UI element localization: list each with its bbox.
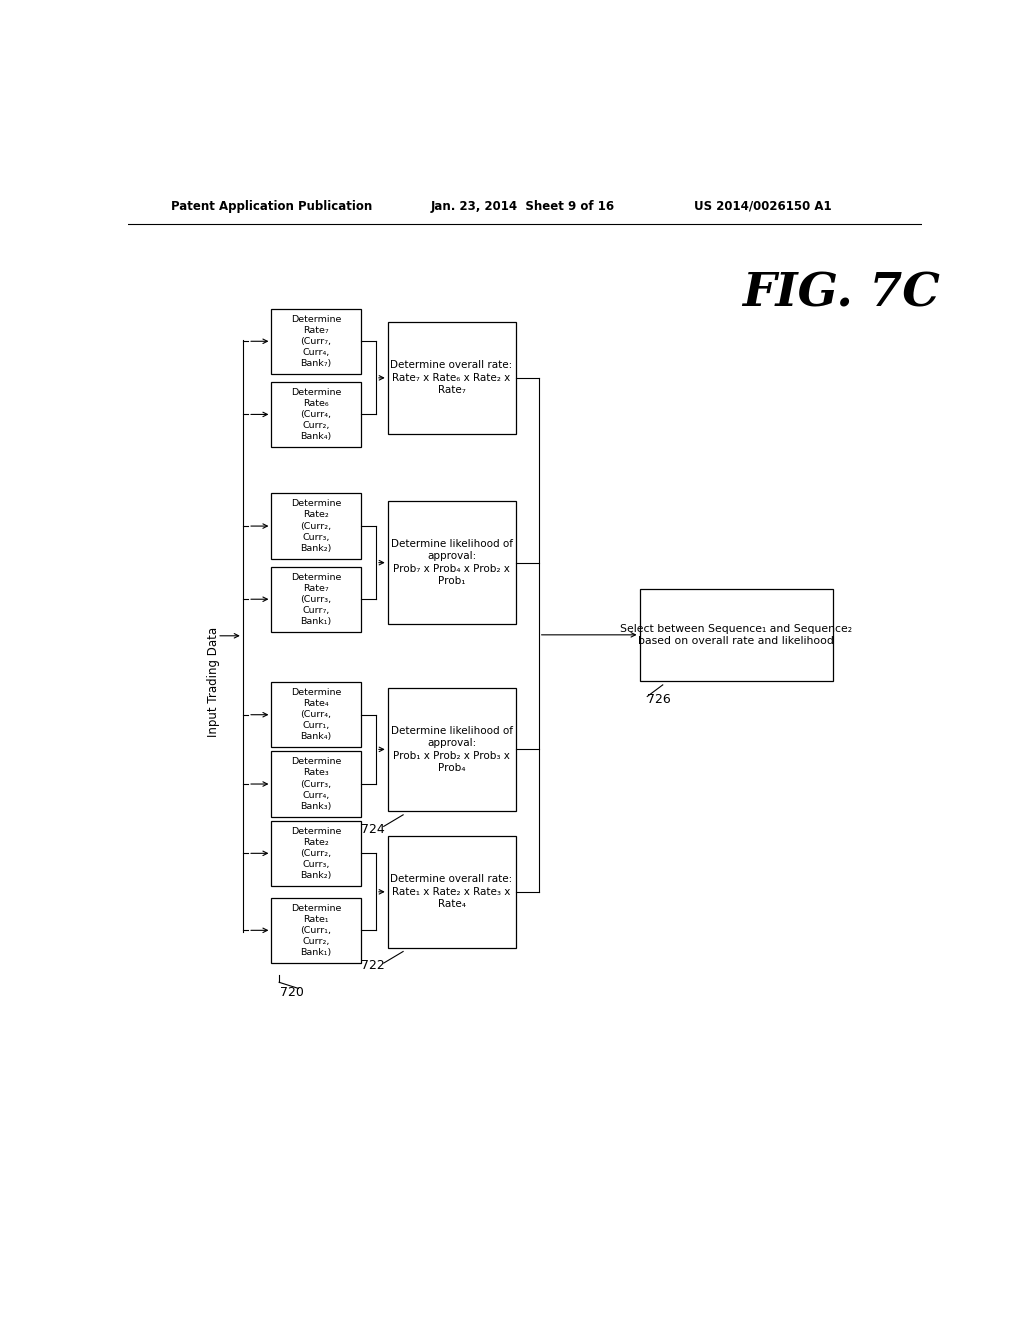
Bar [388,502,515,624]
Bar [271,682,360,747]
Bar [271,898,360,964]
Text: FIG. 7C: FIG. 7C [742,271,940,317]
Text: Determine likelihood of
approval:
Prob₁ x Prob₂ x Prob₃ x
Prob₄: Determine likelihood of approval: Prob₁ … [390,726,513,774]
Text: Determine likelihood of
approval:
Prob₇ x Prob₄ x Prob₂ x
Prob₁: Determine likelihood of approval: Prob₇ … [390,539,513,586]
Text: Input Trading Data: Input Trading Data [207,627,220,737]
Bar [271,309,360,374]
Text: 720: 720 [280,986,304,999]
Bar [388,836,515,948]
Bar [388,322,515,434]
Text: Determine
Rate₂
(Curr₂,
Curr₃,
Bank₂): Determine Rate₂ (Curr₂, Curr₃, Bank₂) [291,826,341,880]
Text: Jan. 23, 2014  Sheet 9 of 16: Jan. 23, 2014 Sheet 9 of 16 [430,199,614,213]
Text: Determine
Rate₂
(Curr₂,
Curr₃,
Bank₂): Determine Rate₂ (Curr₂, Curr₃, Bank₂) [291,499,341,553]
Bar [271,381,360,447]
Text: Determine
Rate₄
(Curr₄,
Curr₁,
Bank₄): Determine Rate₄ (Curr₄, Curr₁, Bank₄) [291,688,341,742]
Text: Determine overall rate:
Rate₁ x Rate₂ x Rate₃ x
Rate₄: Determine overall rate: Rate₁ x Rate₂ x … [390,874,513,909]
Text: Determine overall rate:
Rate₇ x Rate₆ x Rate₂ x
Rate₇: Determine overall rate: Rate₇ x Rate₆ x … [390,360,513,395]
Bar [388,688,515,810]
Text: 724: 724 [360,822,384,836]
Text: Determine
Rate₁
(Curr₁,
Curr₂,
Bank₁): Determine Rate₁ (Curr₁, Curr₂, Bank₁) [291,904,341,957]
Text: 726: 726 [647,693,671,706]
Text: 722: 722 [360,960,384,973]
Bar [271,494,360,558]
Text: US 2014/0026150 A1: US 2014/0026150 A1 [693,199,831,213]
Text: Determine
Rate₇
(Curr₃,
Curr₇,
Bank₁): Determine Rate₇ (Curr₃, Curr₇, Bank₁) [291,573,341,626]
Text: Select between Sequence₁ and Sequence₂
based on overall rate and likelihood: Select between Sequence₁ and Sequence₂ b… [621,623,852,645]
Bar [271,821,360,886]
Bar [640,589,834,681]
Bar [271,751,360,817]
Bar [271,566,360,632]
Text: Determine
Rate₃
(Curr₃,
Curr₄,
Bank₃): Determine Rate₃ (Curr₃, Curr₄, Bank₃) [291,758,341,810]
Text: Determine
Rate₆
(Curr₄,
Curr₂,
Bank₄): Determine Rate₆ (Curr₄, Curr₂, Bank₄) [291,388,341,441]
Text: Patent Application Publication: Patent Application Publication [171,199,372,213]
Text: Determine
Rate₇
(Curr₇,
Curr₄,
Bank₇): Determine Rate₇ (Curr₇, Curr₄, Bank₇) [291,314,341,368]
